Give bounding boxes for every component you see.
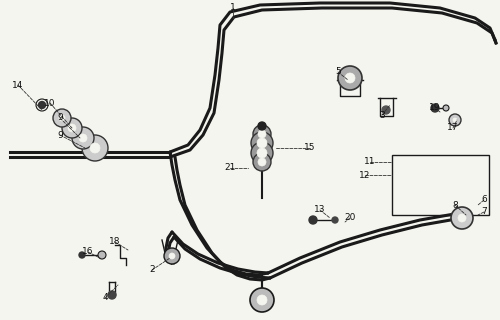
Text: 11: 11 bbox=[364, 157, 376, 166]
Circle shape bbox=[451, 207, 473, 229]
Circle shape bbox=[258, 122, 266, 130]
Circle shape bbox=[258, 158, 266, 166]
Circle shape bbox=[68, 124, 76, 132]
Circle shape bbox=[382, 106, 390, 114]
Text: 14: 14 bbox=[12, 81, 24, 90]
Circle shape bbox=[62, 118, 82, 138]
Circle shape bbox=[338, 66, 362, 90]
Text: 15: 15 bbox=[304, 143, 316, 153]
Text: 17: 17 bbox=[448, 124, 459, 132]
Text: 7: 7 bbox=[481, 207, 487, 217]
Circle shape bbox=[257, 148, 267, 158]
Text: 12: 12 bbox=[360, 171, 370, 180]
Circle shape bbox=[164, 248, 180, 264]
Circle shape bbox=[53, 109, 71, 127]
Text: 10: 10 bbox=[44, 99, 56, 108]
Circle shape bbox=[169, 253, 175, 259]
Circle shape bbox=[98, 251, 106, 259]
Circle shape bbox=[82, 135, 108, 161]
Circle shape bbox=[253, 153, 271, 171]
Circle shape bbox=[79, 252, 85, 258]
Circle shape bbox=[38, 101, 46, 108]
Text: 6: 6 bbox=[481, 196, 487, 204]
Circle shape bbox=[79, 134, 87, 142]
Text: 18: 18 bbox=[109, 237, 121, 246]
Circle shape bbox=[458, 214, 466, 222]
Text: 13: 13 bbox=[314, 205, 326, 214]
Text: 8: 8 bbox=[452, 201, 458, 210]
Text: 4: 4 bbox=[102, 293, 108, 302]
Circle shape bbox=[250, 288, 274, 312]
Circle shape bbox=[59, 115, 65, 121]
Bar bbox=[392, 155, 489, 215]
Circle shape bbox=[257, 138, 267, 148]
Circle shape bbox=[253, 125, 271, 143]
Text: 20: 20 bbox=[344, 213, 356, 222]
Circle shape bbox=[72, 127, 94, 149]
Circle shape bbox=[309, 216, 317, 224]
Circle shape bbox=[257, 295, 267, 305]
Circle shape bbox=[251, 142, 273, 164]
Circle shape bbox=[251, 132, 273, 154]
Text: 2: 2 bbox=[149, 266, 155, 275]
Text: 19: 19 bbox=[429, 103, 441, 113]
Circle shape bbox=[345, 73, 355, 83]
Circle shape bbox=[108, 291, 116, 299]
Circle shape bbox=[258, 130, 266, 138]
Text: 9: 9 bbox=[57, 114, 63, 123]
Circle shape bbox=[443, 105, 449, 111]
Circle shape bbox=[449, 114, 461, 126]
Text: 3: 3 bbox=[379, 110, 385, 119]
Text: 1: 1 bbox=[230, 4, 236, 12]
Text: 21: 21 bbox=[224, 164, 235, 172]
Circle shape bbox=[431, 104, 439, 112]
Circle shape bbox=[453, 118, 457, 122]
Text: 16: 16 bbox=[82, 247, 94, 257]
Text: 5: 5 bbox=[335, 68, 341, 76]
Text: 9: 9 bbox=[57, 131, 63, 140]
Circle shape bbox=[90, 143, 100, 153]
Circle shape bbox=[332, 217, 338, 223]
